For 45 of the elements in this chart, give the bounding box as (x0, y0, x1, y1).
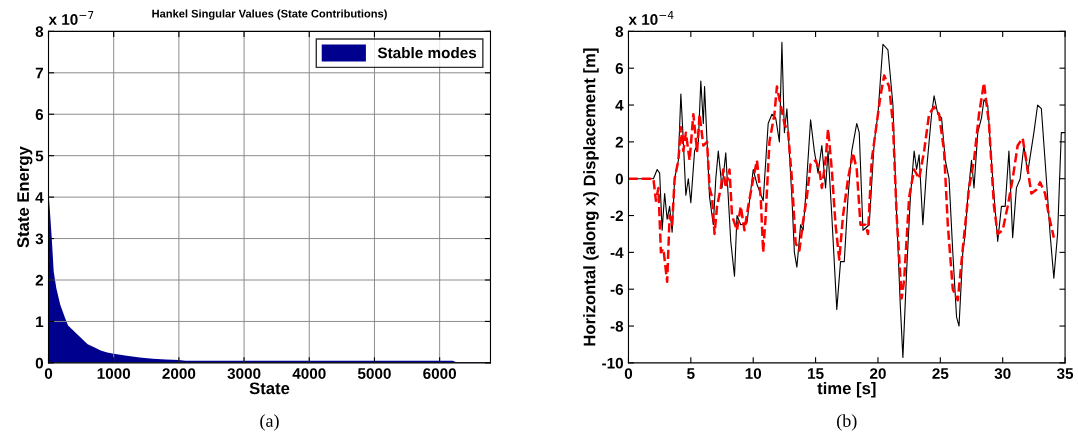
x-tick-label: 0 (44, 368, 53, 379)
y-tick-label: 4 (615, 100, 624, 111)
line-series (628, 74, 1056, 302)
y-tick-label: 0 (35, 357, 44, 369)
chart-title: Hankel Singular Values (State Contributions) (152, 9, 387, 20)
y-tick-label: -8 (610, 320, 624, 332)
x-tick-label: 30 (994, 368, 1011, 379)
y-tick-label: 8 (35, 26, 44, 38)
legend-label: Stable modes (377, 47, 477, 59)
x-tick-label: 15 (808, 368, 824, 379)
x-tick-label: 1000 (97, 368, 131, 379)
text: (a) (260, 414, 279, 431)
y-axis-title: Horizontal (along x) Displacement [m] (583, 48, 599, 346)
y-tick-label: 0 (615, 173, 623, 185)
y-tick-label: 1 (36, 316, 44, 327)
x-tick-label: 2000 (162, 368, 196, 379)
x-tick-label: 10 (745, 368, 762, 379)
x-tick-label: 5 (687, 368, 695, 379)
y-tick-label: 7 (35, 67, 43, 79)
y-tick-label: 3 (35, 233, 44, 245)
x-tick-label: 3000 (227, 368, 261, 379)
x-tick-label: 0 (624, 368, 633, 379)
y-axis-title: State Energy (17, 146, 33, 248)
text: x 10$^{−4}$ (628, 11, 674, 25)
x-tick-label: 4000 (292, 368, 326, 379)
y-tick-label: 2 (615, 136, 623, 148)
x-axis-title: State (249, 382, 290, 395)
x-tick-label: 6000 (423, 368, 457, 379)
x-tick-label: 5000 (357, 368, 391, 379)
y-tick-label: 6 (615, 63, 624, 74)
x-tick-label: 25 (932, 368, 949, 379)
y-tick-label: 8 (615, 26, 624, 38)
y-tick-label: 2 (35, 274, 44, 286)
x-axis-title: time [s] (817, 381, 876, 398)
y-tick-label: -2 (610, 210, 623, 222)
y-tick-label: -6 (610, 284, 624, 295)
x-tick-label: 20 (869, 368, 886, 379)
x-tick-label: 35 (1056, 368, 1074, 379)
y-tick-label: 6 (35, 109, 44, 120)
y-tick-label: 5 (35, 150, 44, 162)
text: x 10$^{−7}$ (48, 11, 94, 25)
y-tick-label: -4 (610, 247, 624, 258)
text: (b) (837, 414, 857, 431)
y-tick-label: 4 (35, 192, 44, 203)
y-tick-label: -10 (602, 357, 623, 369)
